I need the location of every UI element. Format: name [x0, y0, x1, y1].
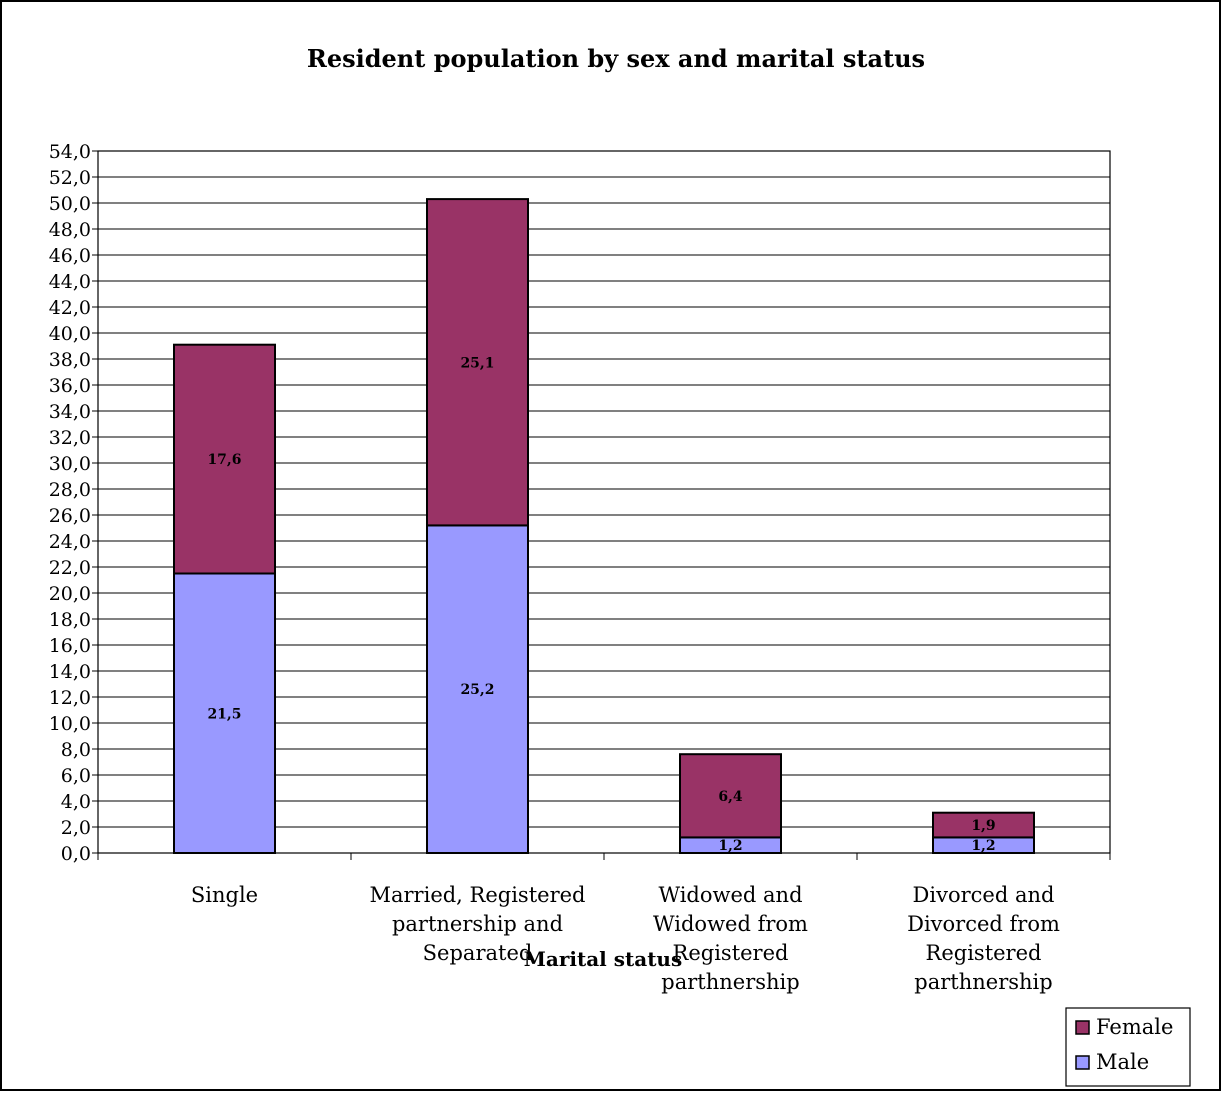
x-category-label: Divorced and Divorced from Registered parth…: [907, 883, 1060, 994]
y-axis-ticks: 0,0 2,0 4,0 6,0 8,0 10,0 12,0 14,0 16,0 18,0 20,0 2…: [49, 141, 98, 865]
y-tick-label: 36,0: [49, 375, 91, 397]
x-axis-label: Marital status: [524, 947, 683, 971]
x-category-label: Widowed and Widowed from Registered parthne…: [653, 883, 808, 994]
y-tick-label: 4,0: [61, 791, 91, 813]
x-category-label: Single: [191, 883, 258, 907]
data-label-male: 25,2: [460, 682, 494, 698]
y-tick-label: 34,0: [49, 401, 91, 423]
legend: Female Male: [1065, 1007, 1191, 1087]
bar-female-0: [173, 343, 276, 575]
y-tick-label: 38,0: [49, 349, 91, 371]
y-tick-label: 24,0: [49, 531, 91, 553]
y-tick-label: 26,0: [49, 505, 91, 527]
y-tick-label: 22,0: [49, 557, 91, 579]
y-tick-label: 40,0: [49, 323, 91, 345]
y-tick-label: 20,0: [49, 583, 91, 605]
y-tick-label: 6,0: [61, 765, 91, 787]
y-tick-label: 14,0: [49, 661, 91, 683]
data-label-male: 1,2: [971, 838, 995, 854]
y-tick-label: 0,0: [61, 843, 91, 865]
y-tick-label: 2,0: [61, 817, 91, 839]
data-label-male: 1,2: [718, 838, 742, 854]
legend-label-female: Female: [1096, 1015, 1173, 1039]
y-tick-label: 16,0: [49, 635, 91, 657]
y-tick-label: 30,0: [49, 453, 91, 475]
y-tick-label: 32,0: [49, 427, 91, 449]
y-tick-label: 28,0: [49, 479, 91, 501]
y-tick-label: 46,0: [49, 245, 91, 267]
x-axis-categories: Single Married, Registered partnership and…: [191, 883, 1060, 994]
legend-label-male: Male: [1096, 1050, 1149, 1074]
y-tick-label: 12,0: [49, 687, 91, 709]
data-label-male: 21,5: [207, 706, 241, 722]
y-tick-label: 8,0: [61, 739, 91, 761]
legend-swatch-male: [1075, 1055, 1090, 1070]
bars: 21,5 17,6 25,2 25,1 1,2 6,4 1,2 1,9: [173, 198, 1035, 854]
data-label-female: 25,1: [460, 355, 494, 371]
data-label-female: 1,9: [971, 818, 995, 834]
y-tick-label: 44,0: [49, 271, 91, 293]
bar-male-0: [173, 572, 276, 854]
bar-female-1: [426, 198, 529, 527]
data-label-female: 17,6: [207, 452, 241, 468]
x-category-label: Married, Registered partnership and Separa…: [370, 883, 586, 965]
bar-female-3: [932, 811, 1035, 839]
data-label-female: 6,4: [718, 789, 743, 805]
y-tick-label: 52,0: [49, 167, 91, 189]
y-tick-label: 18,0: [49, 609, 91, 631]
y-tick-label: 50,0: [49, 193, 91, 215]
axes: [97, 150, 1111, 860]
y-tick-label: 54,0: [49, 141, 91, 163]
chart-title: Resident population by sex and marital s…: [307, 44, 925, 73]
legend-swatch-female: [1075, 1020, 1090, 1035]
y-tick-label: 48,0: [49, 219, 91, 241]
y-tick-label: 42,0: [49, 297, 91, 319]
bar-female-2: [679, 753, 782, 839]
y-tick-label: 10,0: [49, 713, 91, 735]
